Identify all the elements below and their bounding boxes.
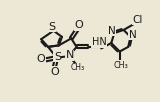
Text: S: S (48, 22, 56, 32)
Text: HN: HN (92, 37, 106, 47)
Text: N: N (108, 26, 116, 36)
Text: N: N (65, 50, 74, 60)
Text: O: O (75, 20, 83, 30)
Text: CH₃: CH₃ (70, 63, 84, 72)
Text: N: N (129, 30, 137, 40)
Text: CH₃: CH₃ (113, 61, 128, 70)
Text: O: O (37, 54, 46, 64)
Text: O: O (51, 67, 59, 76)
Text: S: S (54, 52, 61, 62)
Text: Cl: Cl (132, 15, 143, 25)
